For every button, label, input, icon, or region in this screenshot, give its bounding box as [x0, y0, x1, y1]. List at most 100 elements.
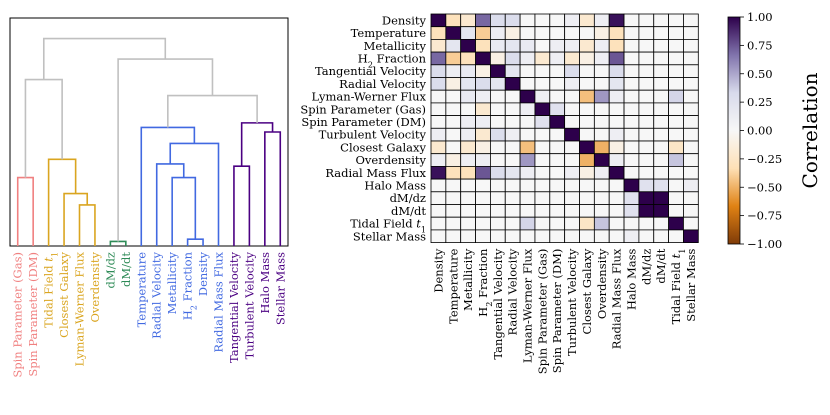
heatmap-cell: [564, 216, 580, 231]
heatmap-cell: [460, 229, 476, 243]
heatmap-cell: [519, 89, 536, 104]
heatmap-col-label: Radial Mass Flux: [610, 248, 624, 349]
heatmap-cell: [623, 127, 640, 142]
heatmap-cell: [445, 77, 462, 91]
heatmap-row-label: Closest Galaxy: [340, 140, 426, 154]
heatmap-cell: [608, 178, 625, 193]
heatmap-cell: [683, 115, 699, 129]
heatmap-col-label: Stellar Mass: [684, 249, 698, 322]
heatmap-cell: [564, 191, 580, 205]
heatmap-cell: [593, 216, 610, 231]
dendrogram-link-5: [186, 238, 204, 246]
heatmap-cell: [445, 191, 462, 205]
heatmap-cell: [653, 229, 670, 243]
heatmap-cell: [608, 204, 625, 218]
heatmap-cell: [564, 229, 580, 243]
heatmap-cell: [460, 165, 476, 180]
heatmap-cell: [608, 216, 625, 231]
heatmap-cell: [564, 13, 580, 28]
heatmap-cell: [460, 153, 476, 167]
heatmap-cell: [579, 229, 595, 243]
heatmap-cell: [489, 140, 506, 155]
heatmap-col-label: Lyman-Werner Flux: [521, 248, 535, 363]
colorbar-label: Correlation: [798, 72, 822, 188]
heatmap-cell: [608, 51, 625, 66]
heatmap-cell: [668, 178, 684, 193]
heatmap-cell: [475, 229, 491, 243]
heatmap-row-label: Density: [382, 13, 427, 27]
dendrogram-leaf-label: Tidal Field t1: [42, 252, 60, 328]
heatmap-cell: [564, 77, 580, 91]
heatmap-cell: [638, 127, 655, 142]
heatmap-cell: [534, 39, 551, 53]
heatmap-row-label: Lyman-Werner Flux: [312, 90, 427, 104]
heatmap-cell: [430, 127, 447, 142]
heatmap-row-label: Stellar Mass: [353, 229, 426, 243]
heatmap-cell: [653, 102, 670, 117]
heatmap-cell: [534, 178, 551, 193]
heatmap-col-label: Halo Mass: [624, 249, 638, 311]
heatmap-cell: [579, 13, 595, 28]
heatmap-cell: [430, 153, 447, 167]
heatmap-cell: [445, 204, 462, 218]
heatmap-row-label: Tangential Velocity: [315, 64, 426, 78]
heatmap-cell: [445, 229, 462, 243]
heatmap-cell: [430, 89, 447, 104]
heatmap-cell: [489, 204, 506, 218]
heatmap-cell: [593, 153, 610, 167]
heatmap-cell: [608, 77, 625, 91]
heatmap-col-label: Spin Parameter (DM): [550, 249, 564, 374]
heatmap-cell: [489, 229, 506, 243]
heatmap-cell: [683, 13, 699, 28]
heatmap-cell: [593, 127, 610, 142]
heatmap-cell: [489, 178, 506, 193]
heatmap-cell: [623, 140, 640, 155]
heatmap-cell: [534, 115, 551, 129]
heatmap-cell: [593, 115, 610, 129]
heatmap-cell: [653, 178, 670, 193]
heatmap-cell: [638, 140, 655, 155]
heatmap-cell: [623, 13, 640, 28]
heatmap-cell: [504, 229, 521, 243]
heatmap-cell: [489, 191, 506, 205]
heatmap-cell: [504, 64, 521, 78]
dendrogram-leaf-label: Spin Parameter (Gas): [11, 252, 25, 378]
heatmap-cell: [489, 77, 506, 91]
heatmap-cell: [564, 51, 580, 66]
heatmap-cell: [445, 140, 462, 155]
heatmap-cell: [638, 89, 655, 104]
heatmap-cell: [475, 165, 491, 180]
heatmap-cell: [608, 165, 625, 180]
heatmap-cell: [653, 115, 670, 129]
heatmap-cell: [683, 64, 699, 78]
dendrogram-leaf-label: dM/dt: [119, 252, 133, 287]
heatmap-cell: [430, 140, 447, 155]
heatmap-cell: [564, 64, 580, 78]
heatmap-cell: [504, 191, 521, 205]
dendrogram-leaf-label: Spin Parameter (DM): [26, 252, 40, 377]
colorbar-tick-label: 0.50: [747, 67, 773, 81]
heatmap-cell: [668, 13, 684, 28]
heatmap-cell: [475, 191, 491, 205]
heatmap-cell: [445, 51, 462, 66]
heatmap-cell: [683, 153, 699, 167]
heatmap-cell: [460, 178, 476, 193]
heatmap-cell: [623, 39, 640, 53]
heatmap-cell: [653, 216, 670, 231]
heatmap-cell: [534, 216, 551, 231]
heatmap-cell: [579, 127, 595, 142]
heatmap-cell: [623, 115, 640, 129]
heatmap-cell: [549, 39, 566, 53]
heatmap-row-label: Turbulent Velocity: [319, 128, 427, 142]
dendrogram-leaf-label: Lyman-Werner Flux: [73, 251, 87, 366]
heatmap-row-label: H2 Fraction: [358, 51, 427, 68]
heatmap-cell: [653, 204, 670, 218]
heatmap-cell: [623, 165, 640, 180]
heatmap-cell: [683, 51, 699, 66]
heatmap-cell: [564, 102, 580, 117]
heatmap-cell: [475, 204, 491, 218]
heatmap-cell: [504, 77, 521, 91]
heatmap-cell: [608, 127, 625, 142]
heatmap-cell: [445, 115, 462, 129]
